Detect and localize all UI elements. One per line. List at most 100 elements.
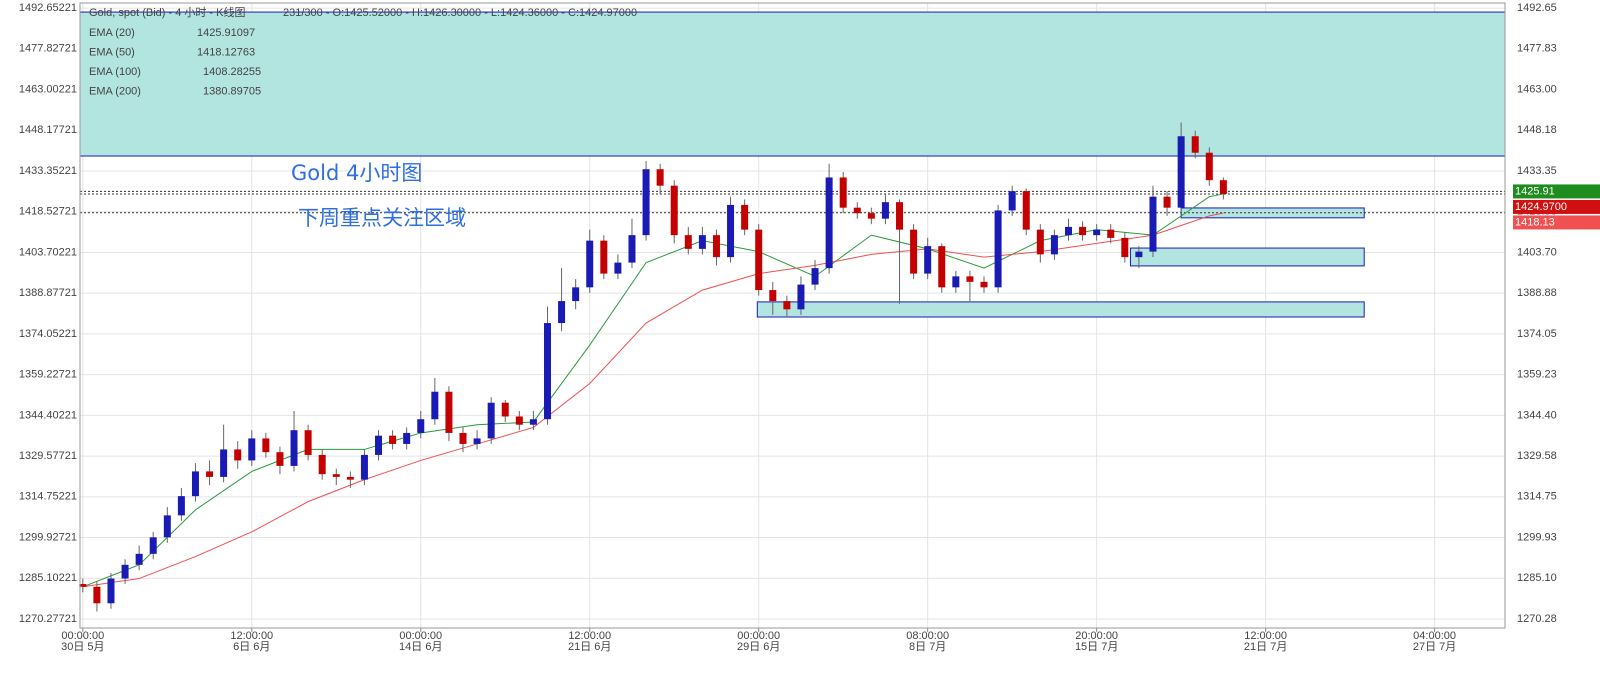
candle-body [276,452,284,466]
candle-body [727,204,735,258]
annotation: Gold 4小时图 [291,161,422,185]
candle-body [684,235,692,249]
legend-value: 1418.12763 [197,46,255,58]
y-tick-label: 1463.00221 [19,83,77,95]
plot-border [79,2,1506,629]
candle-body [628,235,636,263]
candle-body [135,553,143,565]
candle-body [783,301,791,310]
candle-body [1050,235,1058,255]
candle-body [1121,237,1129,258]
y2-tick-label: 1403.70 [1517,246,1557,258]
candle-body [896,202,904,230]
y-tick-label: 1492.65221 [19,2,77,14]
y-tick-label: 1359.22721 [19,369,77,381]
y-tick-label: 1329.57721 [19,450,77,462]
candle-body [220,449,228,477]
x-tick-label: 00:00:00 [61,630,104,642]
candle-body [769,290,777,302]
candle-body [206,471,214,477]
candle-body [642,169,650,236]
candle-body [1135,251,1143,258]
candle-body [1093,229,1101,236]
candle-body [586,240,594,288]
overlay-layer: Gold, spot (Bid) - 4 小时 - K线图 231/300 - … [89,5,637,230]
candle-body [389,435,397,444]
ema-line [82,212,1224,588]
candle-body [93,586,101,604]
candle-body [290,430,298,466]
candle-body [755,229,763,291]
candle-body [79,584,87,587]
candle-body [656,169,664,186]
candle-body [248,438,256,461]
candle-body [107,578,115,604]
candle-body [332,474,340,477]
price-tag-label: 1418.13 [1515,216,1555,228]
candle-body [1163,196,1171,208]
candle-body [952,276,960,288]
candle-body [1008,191,1016,211]
candle-body [741,204,749,230]
candle-body [403,432,411,444]
candle-body [797,284,805,310]
candle-body [1107,229,1115,238]
candle-body [417,419,425,433]
legend-value: 1425.91097 [197,27,255,39]
candle-body [445,391,453,433]
y2-tick-label: 1448.18 [1517,124,1557,136]
legend-name: EMA (100) [89,66,141,78]
x-tick-date: 6日 6月 [233,641,270,653]
x-tick-date: 21日 7月 [1244,641,1287,653]
candle-body [712,235,720,258]
y-tick-label: 1388.87721 [19,287,77,299]
candle-body [163,515,171,538]
x-tick-label: 00:00:00 [399,630,442,642]
y-tick-label: 1285.10221 [19,572,77,584]
y2-tick-label: 1388.88 [1517,287,1557,299]
legend-value: 1408.28255 [203,66,261,78]
y-tick-label: 1314.75221 [19,491,77,503]
candle-body [600,240,608,274]
plot-layer: 1492.65221 1477.82721 1463.00221 1448.17721… [19,2,1600,653]
y-tick-label: 1477.82721 [19,43,77,55]
candle-body [1022,191,1030,230]
candle-body [459,432,467,444]
y-tick-label: 1344.40221 [19,409,77,421]
candle-body [1191,136,1199,153]
candle-body [234,449,242,461]
candle-body [149,537,157,554]
y2-tick-label: 1329.58 [1517,450,1557,462]
candle-body [811,268,819,285]
y2-tick-label: 1270.28 [1517,613,1557,625]
candle-body [1205,152,1213,181]
candle-body [558,301,566,324]
y-tick-label: 1448.17721 [19,124,77,136]
candle-body [1177,136,1185,208]
x-tick-label: 20:00:00 [1075,630,1118,642]
candle-body [543,323,551,420]
candle-body [431,391,439,420]
candle-body [980,281,988,288]
candle-body [304,430,312,455]
zone [79,11,1506,157]
y2-tick-label: 1359.23 [1517,369,1557,381]
y2-tick-label: 1299.93 [1517,531,1557,543]
candle-body [501,402,509,417]
x-tick-label: 12:00:00 [568,630,611,642]
candle-body [1079,226,1087,236]
x-tick-label: 00:00:00 [737,630,780,642]
x-tick-date: 8日 7月 [909,641,946,653]
y2-tick-label: 1477.83 [1517,43,1557,55]
y2-tick-label: 1463.00 [1517,83,1557,95]
candle-body [867,213,875,219]
annotation: 下周重点关注区域 [298,206,466,230]
legend-name: EMA (50) [89,46,135,58]
y-tick-label: 1433.35221 [19,165,77,177]
candle-body [346,476,354,480]
candle-body [910,229,918,274]
y2-tick-label: 1433.35 [1517,165,1557,177]
price-tag [1513,215,1600,230]
candle-body [825,177,833,269]
